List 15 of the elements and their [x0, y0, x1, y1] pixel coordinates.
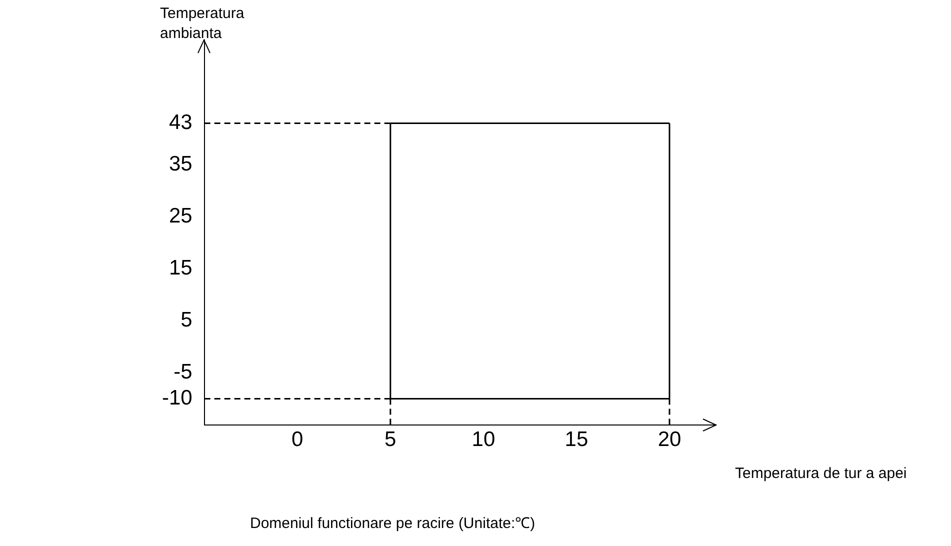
y-tick-label: 43: [168, 110, 192, 134]
y-tick-label: -10: [162, 386, 192, 410]
y-tick-label: 15: [168, 256, 192, 280]
x-tick-label: 5: [384, 428, 396, 452]
text: Domeniul functionare pe racire (Unitate:℃): [250, 514, 536, 534]
x-tick-label: 20: [658, 428, 682, 452]
x-tick-label: 0: [292, 428, 304, 452]
x-tick-label: 10: [472, 428, 496, 452]
y-tick-label: 35: [168, 152, 192, 176]
x-tick-label: 15: [564, 428, 588, 452]
y-tick-label: 5: [180, 308, 192, 332]
y-tick-label: 25: [168, 204, 192, 228]
y-tick-label: -5: [174, 360, 192, 384]
y-axis-title: Temperatura ambianta: [160, 4, 246, 44]
x-axis-title: Temperatura de tur a apei: [735, 464, 908, 484]
